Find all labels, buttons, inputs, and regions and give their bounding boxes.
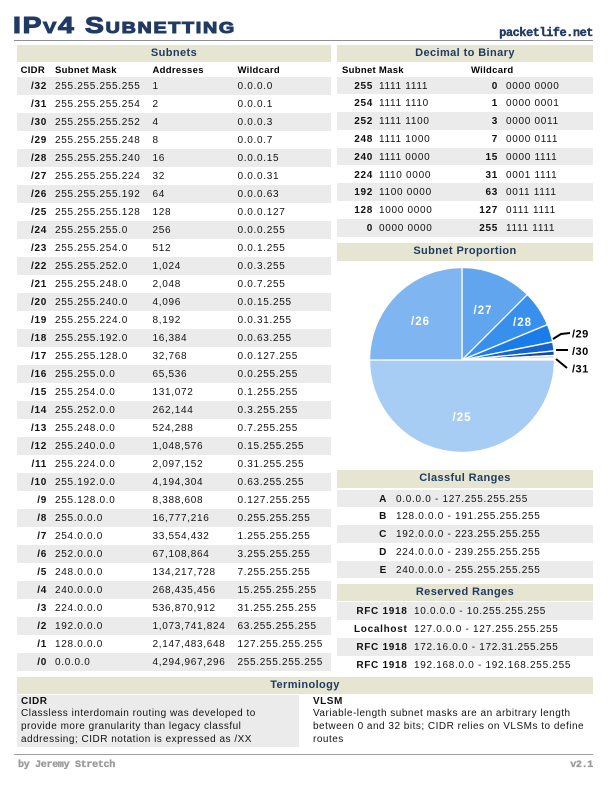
- svg-text:/30: /30: [572, 346, 589, 358]
- svg-text:/29: /29: [572, 329, 589, 341]
- svg-text:/25: /25: [453, 412, 472, 424]
- svg-text:/28: /28: [513, 317, 532, 329]
- svg-text:/26: /26: [411, 316, 430, 328]
- svg-text:/27: /27: [474, 305, 493, 317]
- svg-text:/31: /31: [572, 364, 589, 376]
